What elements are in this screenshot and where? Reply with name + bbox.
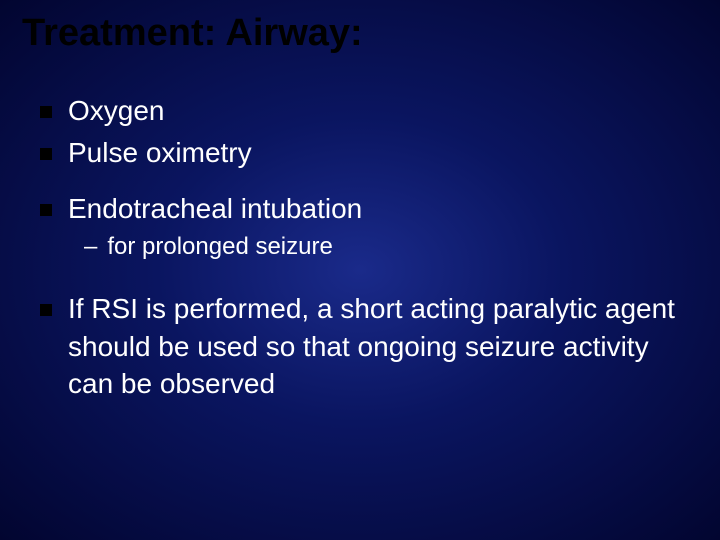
sub-bullet-text: for prolonged seizure — [107, 231, 332, 263]
sub-bullet-item: – for prolonged seizure — [84, 231, 680, 263]
square-bullet-icon — [40, 106, 52, 118]
square-bullet-icon — [40, 304, 52, 316]
bullet-text: Endotracheal intubation — [68, 190, 362, 228]
bullet-item: Oxygen — [40, 92, 680, 130]
bullet-item: If RSI is performed, a short acting para… — [40, 290, 680, 403]
square-bullet-icon — [40, 204, 52, 216]
dash-bullet-icon: – — [84, 231, 97, 263]
bullet-text: If RSI is performed, a short acting para… — [68, 290, 680, 403]
bullet-text: Oxygen — [68, 92, 165, 130]
square-bullet-icon — [40, 148, 52, 160]
slide: Treatment: Airway: Oxygen Pulse oximetry… — [0, 0, 720, 540]
slide-title: Treatment: Airway: — [22, 12, 363, 55]
slide-content: Oxygen Pulse oximetry Endotracheal intub… — [40, 92, 680, 407]
bullet-item: Pulse oximetry — [40, 134, 680, 172]
bullet-item: Endotracheal intubation — [40, 190, 680, 228]
bullet-text: Pulse oximetry — [68, 134, 252, 172]
